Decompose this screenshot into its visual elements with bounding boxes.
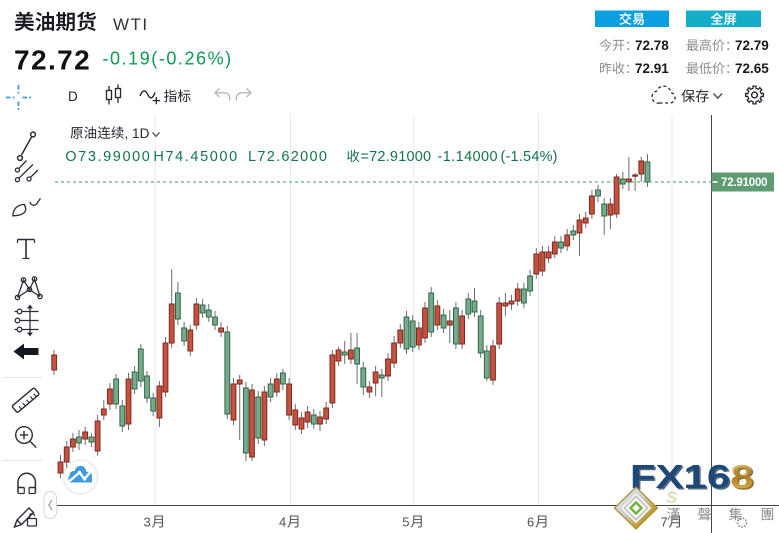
svg-text:H74.45000: H74.45000 <box>153 149 238 165</box>
svg-text:-0.19(-0.26%): -0.19(-0.26%) <box>103 49 233 69</box>
svg-text:72.79: 72.79 <box>735 38 769 53</box>
svg-text:72.78: 72.78 <box>635 38 669 53</box>
svg-text:D: D <box>68 89 78 104</box>
svg-text:72.72: 72.72 <box>14 44 91 75</box>
svg-text:7: 7 <box>661 515 668 530</box>
svg-text:(-1.54%): (-1.54%) <box>501 149 558 165</box>
svg-text:FX16: FX16 <box>630 458 730 495</box>
svg-text:WTI: WTI <box>113 15 149 34</box>
svg-text:3: 3 <box>144 515 151 530</box>
svg-text:8: 8 <box>730 458 753 495</box>
svg-text:-1.14000: -1.14000 <box>438 149 498 165</box>
svg-text:72.91000: 72.91000 <box>721 177 767 189</box>
svg-text:L72.62000: L72.62000 <box>248 149 328 165</box>
svg-text:S: S <box>666 488 678 507</box>
svg-text:8: 8 <box>732 460 755 497</box>
svg-text:FX16: FX16 <box>632 460 732 497</box>
svg-text:72.65: 72.65 <box>735 61 769 76</box>
svg-text:6: 6 <box>527 515 534 530</box>
svg-text:O73.99000: O73.99000 <box>65 149 151 165</box>
svg-text:, 1D: , 1D <box>125 126 150 141</box>
svg-text:4: 4 <box>279 515 286 530</box>
svg-text:72.91: 72.91 <box>635 61 669 76</box>
svg-text:=72.91000: =72.91000 <box>361 149 432 165</box>
svg-text:5: 5 <box>402 515 409 530</box>
